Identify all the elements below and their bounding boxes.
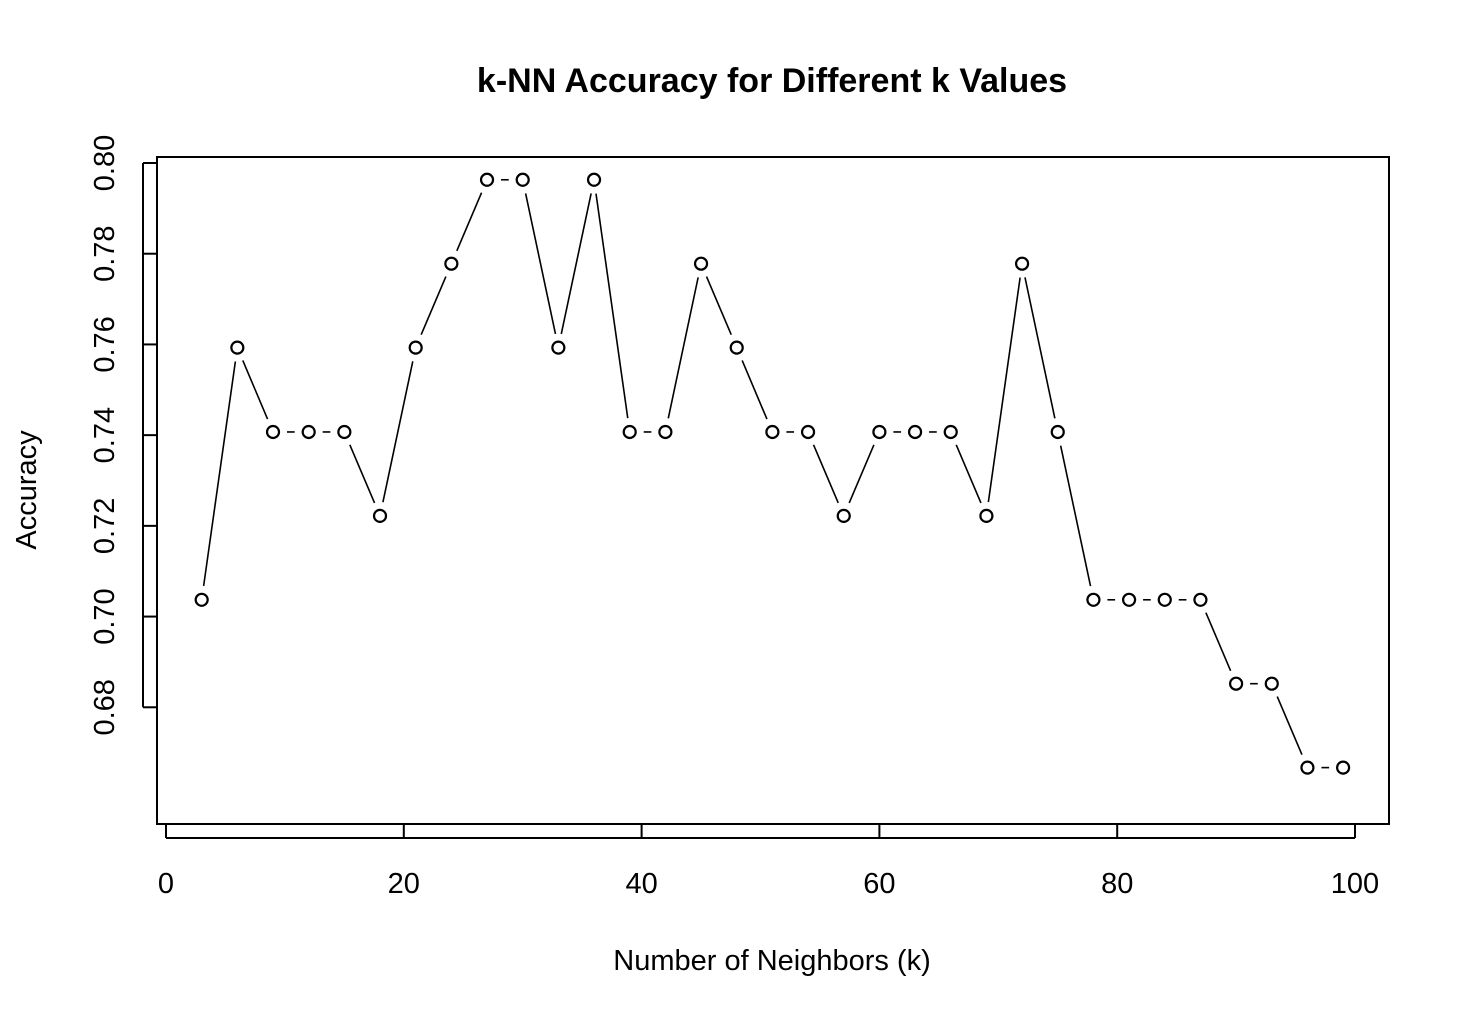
line-segment <box>1205 612 1232 672</box>
data-point <box>907 424 923 440</box>
data-point <box>658 424 673 440</box>
data-point <box>1193 592 1208 607</box>
data-point <box>408 340 423 355</box>
line-segments <box>202 178 1330 769</box>
data-point <box>1300 760 1315 775</box>
data-points <box>194 172 1351 775</box>
data-point <box>265 424 281 440</box>
line-segment <box>1276 696 1303 756</box>
line-segment <box>349 444 376 504</box>
line-segment <box>987 277 1021 503</box>
data-point <box>1157 592 1172 607</box>
line-segment <box>456 192 483 252</box>
line-segment <box>524 193 557 335</box>
line-segment <box>955 444 982 504</box>
x-tick-label: 80 <box>1101 868 1133 900</box>
x-tick-label: 100 <box>1331 868 1379 900</box>
data-point <box>943 424 958 440</box>
y-tick-label: 0.78 <box>89 225 121 281</box>
data-point <box>836 508 851 523</box>
data-point <box>1086 592 1101 607</box>
data-point <box>515 172 530 187</box>
data-point <box>337 424 352 440</box>
data-point <box>1336 760 1351 775</box>
plot-frame <box>156 156 1390 825</box>
line-segment <box>595 193 629 419</box>
data-point <box>301 424 316 440</box>
data-point <box>1014 256 1030 271</box>
data-point <box>1121 592 1137 607</box>
chart-title: k-NN Accuracy for Different k Values <box>477 62 1067 100</box>
data-point <box>729 340 744 355</box>
line-segment <box>705 276 732 336</box>
data-point <box>1050 424 1065 440</box>
data-point <box>444 256 459 271</box>
data-point <box>693 256 709 271</box>
x-tick-label: 20 <box>388 868 420 900</box>
line-segment <box>242 360 269 420</box>
y-axis: 0.68 0.70 0.72 0.74 0.76 0.78 0.80 <box>89 135 157 736</box>
y-tick-label: 0.80 <box>89 135 121 191</box>
line-segment <box>382 361 414 503</box>
y-axis-label: Accuracy <box>11 430 43 550</box>
data-point <box>622 424 637 440</box>
x-tick-label: 0 <box>158 868 174 900</box>
line-segment <box>812 444 839 504</box>
data-point <box>372 508 388 523</box>
y-tick-label: 0.74 <box>89 407 121 463</box>
data-point <box>194 592 209 607</box>
y-tick-label: 0.76 <box>89 316 121 372</box>
data-point <box>479 172 495 187</box>
line-segment <box>1059 445 1092 587</box>
line-segment <box>741 360 768 420</box>
x-axis-label: Number of Neighbors (k) <box>613 945 931 977</box>
data-point <box>551 340 566 355</box>
line-segment <box>420 276 447 336</box>
line-segment <box>202 361 237 587</box>
data-point <box>800 424 816 440</box>
line-segment <box>848 444 875 504</box>
x-tick-label: 40 <box>625 868 657 900</box>
line-segment <box>667 277 699 419</box>
data-point <box>1264 676 1279 691</box>
data-point <box>1228 676 1244 691</box>
y-tick-label: 0.68 <box>89 679 121 735</box>
y-tick-label: 0.70 <box>89 588 121 644</box>
data-point <box>230 340 245 355</box>
line-segment <box>560 193 592 335</box>
x-tick-label: 60 <box>863 868 895 900</box>
y-tick-label: 0.72 <box>89 498 121 554</box>
data-point <box>765 424 780 440</box>
data-point <box>979 508 994 523</box>
line-segment <box>1024 277 1056 419</box>
x-axis: 0 20 40 60 80 100 <box>158 824 1379 900</box>
data-point <box>586 172 602 187</box>
data-point <box>872 424 887 440</box>
